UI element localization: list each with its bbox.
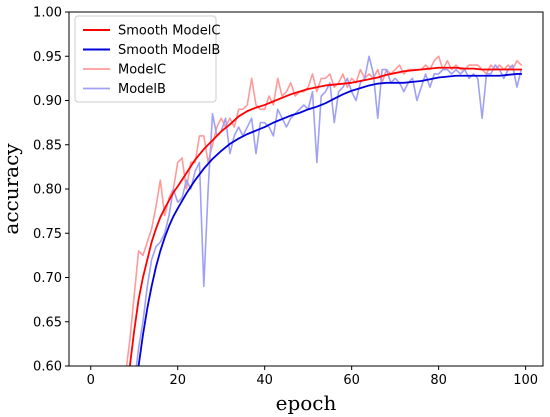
y-tick-label: 0.60 [33, 360, 62, 375]
x-tick-label: 100 [513, 373, 538, 388]
series-line-modelb [135, 55, 523, 366]
ticks-layer: 0 20 40 60 80 100 0.60 0.65 0.70 0.75 0.80 0.85 0.90… [33, 6, 538, 389]
series-layer [125, 55, 523, 366]
y-tick-label: 0.85 [33, 138, 62, 153]
x-tick-label: 60 [343, 373, 360, 388]
legend-label-modelc: ModelC [118, 63, 166, 78]
x-tick-label: 40 [256, 373, 273, 388]
y-tick-label: 0.80 [33, 183, 62, 198]
y-tick-label: 0.75 [33, 227, 62, 242]
y-tick-label: 0.70 [33, 271, 62, 286]
legend-label-modelb: ModelB [118, 82, 166, 97]
x-tick-label: 80 [430, 373, 447, 388]
series-line-smooth-modelb [137, 73, 523, 366]
y-tick-label: 0.90 [33, 94, 62, 109]
y-tick-label: 1.00 [33, 6, 62, 21]
x-tick-label: 20 [169, 373, 186, 388]
y-tick-label: 0.95 [33, 50, 62, 65]
y-axis-title: accuracy [0, 143, 23, 235]
x-tick-label: 0 [87, 373, 95, 388]
series-line-smooth-modelc [128, 66, 523, 366]
series-line-modelc [125, 55, 523, 366]
legend-box [74, 15, 217, 103]
legend-label-smooth-modelc: Smooth ModelC [118, 24, 220, 39]
legend-label-smooth-modelb: Smooth ModelB [118, 43, 220, 58]
legend: Smooth ModelC Smooth ModelB ModelC ModelB [74, 15, 220, 103]
y-tick-label: 0.65 [33, 315, 62, 330]
x-axis-title: epoch [276, 391, 337, 415]
